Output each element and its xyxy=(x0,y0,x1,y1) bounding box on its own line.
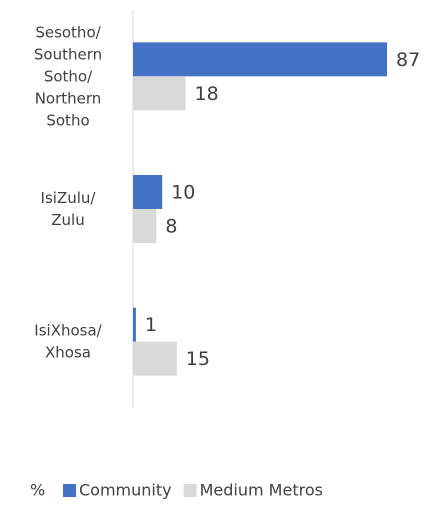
data-label: 18 xyxy=(195,83,219,105)
bar xyxy=(133,209,157,243)
legend-label: Community xyxy=(79,481,172,500)
y-tick-label: Sesotho/Southern Sotho/Northern Sotho xyxy=(34,23,102,129)
y-tick-label: IsiXhosa/Xhosa xyxy=(34,321,102,361)
legend-title: % xyxy=(30,481,45,500)
bar xyxy=(133,175,163,209)
bar xyxy=(133,76,186,111)
data-label: 87 xyxy=(396,49,420,71)
data-label: 8 xyxy=(165,216,177,238)
data-label: 10 xyxy=(171,182,195,204)
legend-swatch xyxy=(63,484,76,497)
data-label: 15 xyxy=(186,348,210,370)
bar xyxy=(133,42,388,77)
bar xyxy=(133,341,177,376)
data-label: 1 xyxy=(145,314,157,336)
bar xyxy=(133,307,136,342)
legend-label: Medium Metros xyxy=(200,481,323,500)
legend-swatch xyxy=(183,484,197,497)
y-tick-label: IsiZulu/Zulu xyxy=(41,189,97,229)
